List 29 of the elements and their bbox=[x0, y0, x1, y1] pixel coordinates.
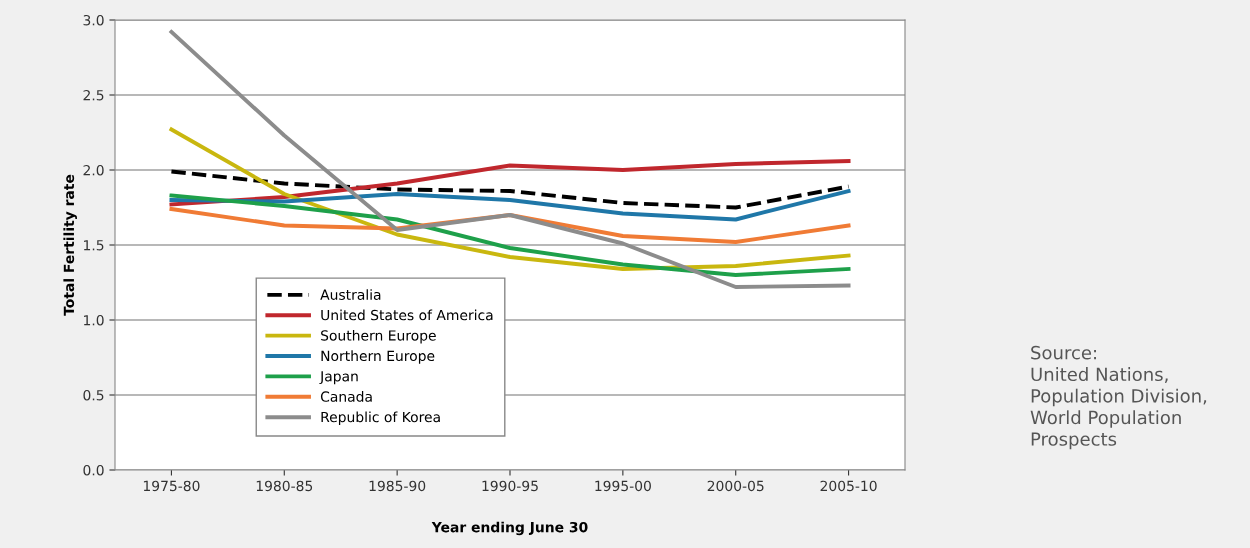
y-tick-label: 0.5 bbox=[83, 389, 104, 401]
y-tick-label: 1.5 bbox=[84, 240, 104, 251]
y-tick-label: 1.0 bbox=[84, 314, 104, 326]
y-tick-label: 3.0 bbox=[83, 14, 104, 26]
x-tick-label: 1975-80 bbox=[143, 480, 200, 492]
x-axis-title: Year ending June 30 bbox=[431, 521, 588, 536]
legend-label: Australia bbox=[320, 289, 381, 300]
y-axis-title: Total Fertility rate bbox=[63, 174, 77, 316]
line-series bbox=[169, 169, 851, 210]
y-tick-label: 0.0 bbox=[83, 464, 104, 476]
x-tick-label: 2000-05 bbox=[707, 480, 764, 492]
x-tick-label: 1995-00 bbox=[595, 480, 651, 492]
legend-label: Republic of Korea bbox=[321, 411, 440, 425]
legend-label: United States of America bbox=[321, 309, 493, 321]
source-note: Source: United Nations, Population Division, World Population Prospects bbox=[1030, 345, 1207, 450]
line-series bbox=[169, 30, 851, 289]
legend-label: Southern Europe bbox=[321, 329, 436, 344]
line-series bbox=[169, 193, 851, 277]
legend-label: Japan bbox=[319, 371, 358, 385]
line-series bbox=[169, 189, 851, 222]
y-tick-label: 2.5 bbox=[83, 89, 104, 101]
x-tick-label: 1980-85 bbox=[256, 480, 313, 492]
line-series bbox=[169, 159, 851, 207]
legend-label: Canada bbox=[320, 391, 372, 402]
legend-label: Northern Europe bbox=[321, 350, 435, 364]
x-tick-label: 1985-90 bbox=[369, 480, 426, 492]
y-tick-label: 2.0 bbox=[83, 164, 104, 176]
x-tick-label: 2005-10 bbox=[820, 480, 877, 492]
x-tick-label: 1990-95 bbox=[482, 480, 538, 492]
